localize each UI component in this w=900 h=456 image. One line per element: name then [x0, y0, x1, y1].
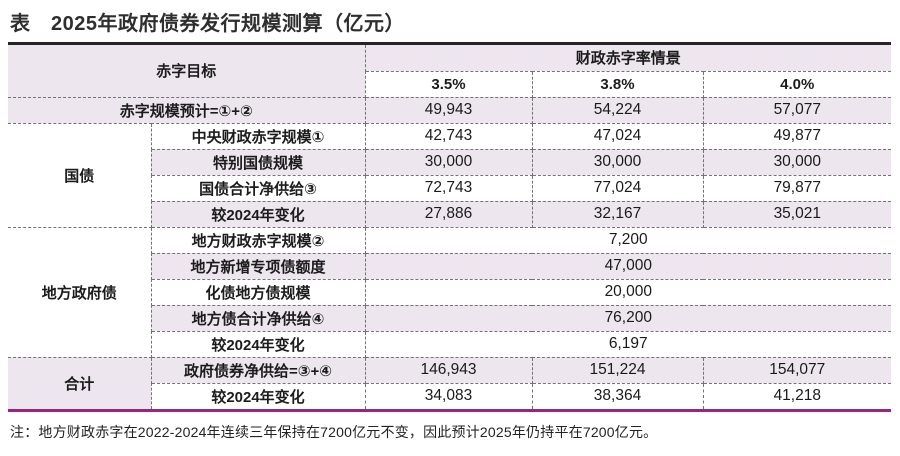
- value-cell: 49,877: [702, 122, 892, 150]
- value-cell-merged: 6,197: [364, 330, 892, 358]
- group-cell-treasury: 国债: [7, 122, 152, 228]
- table-row: 地方政府债 地方财政赤字规模② 7,200: [7, 226, 892, 358]
- value-cell: 151,224: [531, 356, 704, 384]
- scenario-col-4-0: 4.0%: [702, 70, 892, 98]
- group-cell-total: 合计: [7, 356, 152, 410]
- row-label: 化债地方债规模: [150, 278, 366, 306]
- table-row: 较2024年变化 27,886 32,167 35,021: [8, 200, 892, 228]
- value-cell: 54,224: [531, 96, 704, 124]
- table-row: 国债 中央财政赤字规模① 42,743 47,024 49,877: [7, 122, 892, 228]
- value-cell: 72,743: [364, 174, 533, 202]
- value-cell: 30,000: [531, 148, 704, 176]
- row-label: 较2024年变化: [150, 200, 366, 228]
- value-cell: 154,077: [702, 356, 892, 384]
- bond-issuance-table: 赤字目标 财政赤字率情景 3.5% 3.8% 4.0% 赤字规模预计=①+② 4…: [7, 42, 892, 412]
- value-cell: 30,000: [702, 148, 892, 176]
- row-label: 地方财政赤字规模②: [150, 226, 366, 254]
- group-cell-local-gov: 地方政府债: [7, 226, 152, 358]
- value-cell: 27,886: [364, 200, 533, 228]
- value-cell: 49,943: [364, 96, 533, 124]
- row-label: 较2024年变化: [150, 330, 366, 358]
- value-cell: 32,167: [531, 200, 704, 228]
- value-cell: 79,877: [702, 174, 892, 202]
- value-cell-merged: 76,200: [364, 304, 892, 332]
- table-row: 地方债合计净供给④ 76,200: [8, 304, 892, 332]
- table-title: 表 2025年政府债券发行规模测算（亿元）: [10, 13, 405, 35]
- value-cell: 42,743: [364, 122, 533, 150]
- value-cell: 47,024: [531, 122, 704, 150]
- row-label: 较2024年变化: [150, 382, 366, 410]
- scenario-col-3-8: 3.8%: [531, 70, 704, 98]
- value-cell-merged: 47,000: [364, 252, 892, 280]
- row-label: 赤字规模预计=①+②: [7, 96, 366, 124]
- value-cell: 146,943: [364, 356, 533, 384]
- value-cell: 57,077: [702, 96, 892, 124]
- table-row: 化债地方债规模 20,000: [8, 278, 892, 306]
- deficit-target-header: 赤字目标: [7, 44, 366, 98]
- header-row-2: 3.5% 3.8% 4.0%: [8, 70, 892, 98]
- table-row: 较2024年变化 6,197: [8, 330, 892, 358]
- value-cell-merged: 20,000: [364, 278, 892, 306]
- row-label: 国债合计净供给③: [150, 174, 366, 202]
- row-label: 政府债券净供给=③+④: [150, 356, 366, 384]
- summary-row: 赤字规模预计=①+② 49,943 54,224 57,077: [7, 96, 892, 124]
- scenario-header: 财政赤字率情景: [364, 44, 892, 72]
- table-row: 合计 政府债券净供给=③+④ 146,943 151,224 154,077: [7, 356, 892, 410]
- row-label: 地方新增专项债额度: [150, 252, 366, 280]
- scenario-col-3-5: 3.5%: [364, 70, 533, 98]
- table-row: 较2024年变化 34,083 38,364 41,218: [8, 382, 892, 410]
- table-row: 特别国债规模 30,000 30,000 30,000: [8, 148, 892, 176]
- value-cell-merged: 7,200: [364, 226, 892, 254]
- row-label: 地方债合计净供给④: [150, 304, 366, 332]
- value-cell: 38,364: [531, 382, 704, 410]
- value-cell: 34,083: [364, 382, 533, 410]
- value-cell: 35,021: [702, 200, 892, 228]
- value-cell: 30,000: [364, 148, 533, 176]
- table-row: 国债合计净供给③ 72,743 77,024 79,877: [8, 174, 892, 202]
- footnote: 注：地方财政赤字在2022-2024年连续三年保持在7200亿元不变，因此预计2…: [10, 424, 658, 440]
- row-label: 中央财政赤字规模①: [150, 122, 366, 150]
- row-label: 特别国债规模: [150, 148, 366, 176]
- value-cell: 41,218: [702, 382, 892, 410]
- header-row-1: 赤字目标 财政赤字率情景: [7, 44, 892, 98]
- value-cell: 77,024: [531, 174, 704, 202]
